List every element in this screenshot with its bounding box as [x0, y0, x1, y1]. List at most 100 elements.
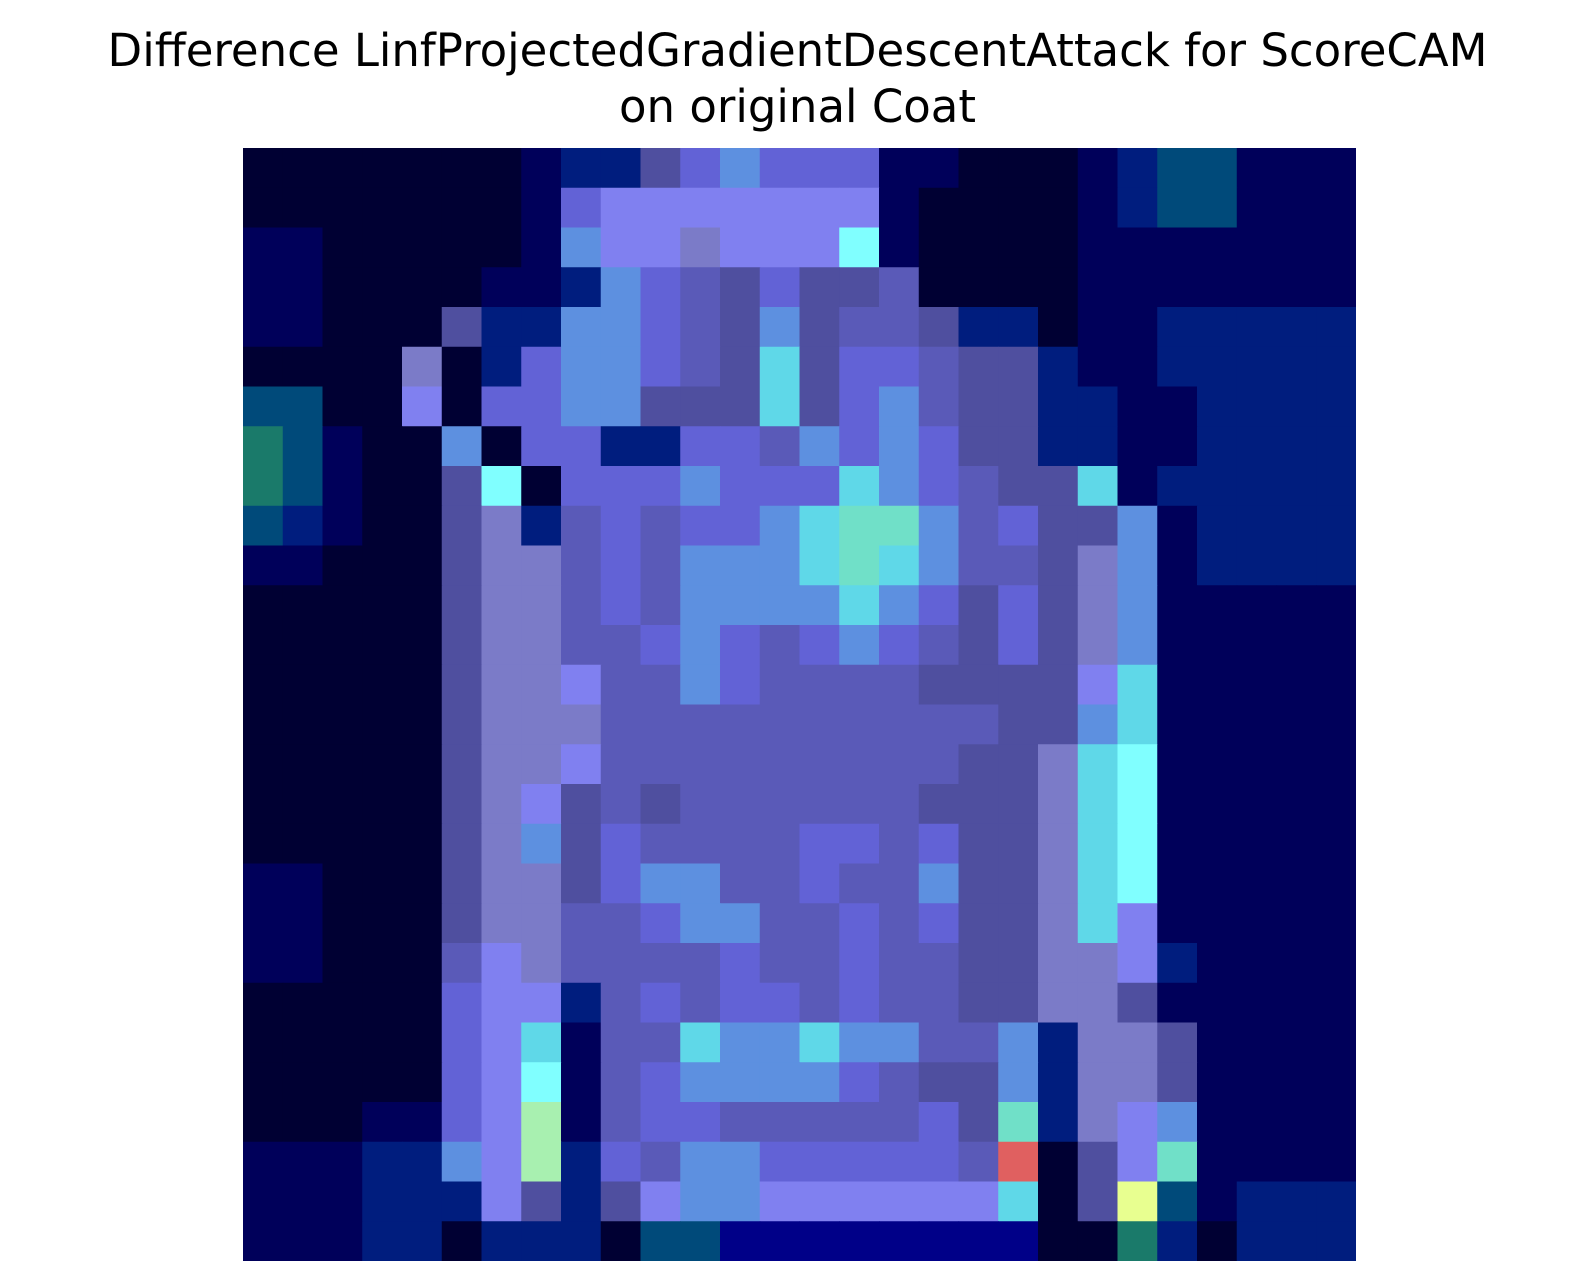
- heatmap-cell: [998, 545, 1039, 586]
- heatmap-cell: [521, 585, 562, 626]
- heatmap-cell: [1157, 1181, 1198, 1222]
- heatmap-cell: [402, 823, 443, 865]
- heatmap-cell: [759, 545, 801, 586]
- heatmap-cell: [1077, 505, 1119, 547]
- heatmap-cell: [1157, 466, 1198, 507]
- heatmap-cell: [1316, 744, 1356, 785]
- heatmap-cell: [282, 1102, 324, 1143]
- heatmap-cell: [402, 1141, 443, 1183]
- heatmap-cell: [998, 1102, 1039, 1143]
- heatmap-cell: [481, 744, 522, 785]
- heatmap-cell: [402, 307, 443, 348]
- heatmap-cell: [1197, 346, 1238, 388]
- heatmap-cell: [1316, 704, 1356, 745]
- heatmap-cell: [799, 863, 840, 904]
- heatmap-cell: [282, 227, 324, 268]
- heatmap-cell: [839, 386, 880, 427]
- heatmap-cell: [362, 744, 403, 785]
- heatmap-cell: [640, 1022, 681, 1063]
- heatmap-cell: [402, 545, 443, 586]
- heatmap-cell: [958, 585, 999, 626]
- heatmap-cell: [322, 585, 363, 626]
- heatmap-cell: [799, 1102, 840, 1143]
- heatmap-cell: [521, 1141, 562, 1183]
- heatmap-cell: [362, 386, 403, 427]
- heatmap-cell: [998, 426, 1039, 467]
- heatmap-cell: [282, 187, 324, 229]
- heatmap-cell: [1197, 1102, 1238, 1143]
- heatmap-cell: [243, 784, 284, 825]
- heatmap-cell: [958, 625, 999, 666]
- heatmap-cell: [918, 505, 960, 547]
- heatmap-cell: [879, 307, 920, 348]
- heatmap-cell: [759, 784, 801, 825]
- heatmap-cell: [839, 823, 880, 865]
- heatmap-cell: [839, 903, 880, 944]
- heatmap-cell: [362, 784, 403, 825]
- heatmap-cell: [1236, 1141, 1278, 1183]
- heatmap-cell: [1236, 903, 1278, 944]
- heatmap-cell: [322, 664, 363, 706]
- heatmap-cell: [879, 943, 920, 984]
- heatmap-cell: [918, 744, 960, 785]
- heatmap-cell: [1236, 267, 1278, 308]
- heatmap-cell: [561, 148, 602, 189]
- heatmap-cell: [402, 1022, 443, 1063]
- heatmap-cell: [998, 863, 1039, 904]
- heatmap-cell: [1316, 863, 1356, 904]
- heatmap-cell: [640, 784, 681, 825]
- heatmap-cell: [1316, 585, 1356, 626]
- heatmap-cell: [1077, 227, 1119, 268]
- heatmap-cell: [1236, 784, 1278, 825]
- heatmap-cell: [918, 426, 960, 467]
- heatmap-cell: [879, 187, 920, 229]
- heatmap-cell: [720, 545, 761, 586]
- heatmap-cell: [879, 346, 920, 388]
- heatmap-cell: [1197, 823, 1238, 865]
- heatmap-cell: [402, 1221, 443, 1261]
- heatmap-cell: [759, 148, 801, 189]
- heatmap-cell: [1276, 466, 1317, 507]
- heatmap-cell: [680, 664, 721, 706]
- heatmap-cell: [1276, 784, 1317, 825]
- heatmap-cell: [918, 187, 960, 229]
- heatmap-cell: [561, 1102, 602, 1143]
- heatmap-cell: [322, 1102, 363, 1143]
- heatmap-cell: [1157, 863, 1198, 904]
- heatmap-cell: [1276, 1102, 1317, 1143]
- heatmap-cell: [521, 1022, 562, 1063]
- heatmap-cell: [1077, 823, 1119, 865]
- heatmap-cell: [1038, 386, 1079, 427]
- heatmap-cell: [243, 823, 284, 865]
- heatmap-cell: [1117, 307, 1158, 348]
- heatmap-cell: [322, 545, 363, 586]
- heatmap-cell: [600, 1221, 642, 1261]
- heatmap-cell: [1276, 903, 1317, 944]
- heatmap-cell: [1117, 823, 1158, 865]
- heatmap-cell: [720, 505, 761, 547]
- heatmap-cell: [282, 1221, 324, 1261]
- heatmap-cell: [521, 943, 562, 984]
- heatmap-cell: [759, 426, 801, 467]
- heatmap-cell: [402, 784, 443, 825]
- heatmap-cell: [839, 982, 880, 1024]
- heatmap-cell: [799, 1062, 840, 1103]
- heatmap-cell: [1038, 625, 1079, 666]
- heatmap-cell: [879, 386, 920, 427]
- heatmap-cell: [243, 386, 284, 427]
- heatmap-cell: [521, 426, 562, 467]
- heatmap-cell: [879, 784, 920, 825]
- heatmap-cell: [441, 187, 483, 229]
- heatmap-cell: [1316, 1181, 1356, 1222]
- heatmap-cell: [1038, 1102, 1079, 1143]
- heatmap-cell: [1038, 426, 1079, 467]
- chart-title-line-1: Difference LinfProjectedGradientDescentA…: [107, 24, 1488, 77]
- heatmap-cell: [759, 307, 801, 348]
- heatmap-cell: [282, 982, 324, 1024]
- heatmap-cell: [561, 704, 602, 745]
- heatmap-cell: [839, 744, 880, 785]
- heatmap-cell: [441, 346, 483, 388]
- heatmap-cell: [640, 982, 681, 1024]
- heatmap-cell: [362, 1102, 403, 1143]
- heatmap-cell: [1038, 1062, 1079, 1103]
